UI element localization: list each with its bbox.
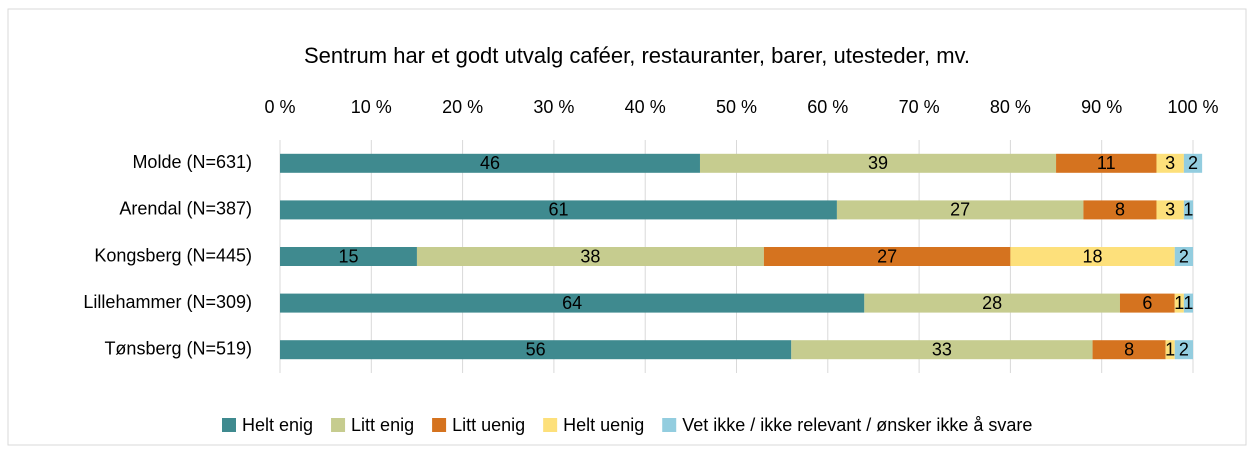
y-tick-label: Tønsberg (N=519) <box>104 338 252 358</box>
data-label: 11 <box>1097 153 1116 173</box>
bar-segment <box>416 247 764 266</box>
data-label: 27 <box>950 200 970 220</box>
data-label: 1 <box>1183 293 1193 313</box>
legend-label: Litt enig <box>351 415 414 435</box>
bar-segment <box>699 153 1057 173</box>
data-label: 28 <box>982 293 1002 313</box>
data-label: 3 <box>1165 200 1175 220</box>
bar-segment <box>791 340 1093 360</box>
bar-segment <box>1174 340 1193 360</box>
data-label: 1 <box>1165 339 1175 359</box>
legend-swatch <box>432 418 447 432</box>
data-label: 33 <box>932 339 952 359</box>
bar-segment <box>1165 340 1175 360</box>
data-label: 39 <box>868 153 888 173</box>
chart-title: Sentrum har et godt utvalg caféer, resta… <box>304 43 970 68</box>
bar-segment <box>280 293 865 313</box>
bar-segment <box>280 340 792 360</box>
bar-segment <box>1083 200 1157 220</box>
data-label: 2 <box>1188 153 1198 173</box>
bar-segment <box>280 200 837 220</box>
x-tick-label: 70 % <box>899 97 940 117</box>
x-tick-label: 50 % <box>716 97 757 117</box>
data-label: 38 <box>580 246 600 266</box>
legend-swatch <box>331 418 346 432</box>
data-label: 3 <box>1165 153 1175 173</box>
legend-label: Litt uenig <box>452 415 525 435</box>
data-label: 8 <box>1124 339 1134 359</box>
bar-segment <box>1183 153 1203 173</box>
data-label: 8 <box>1115 200 1125 220</box>
bar-segment <box>1174 293 1184 313</box>
data-label: 15 <box>338 246 358 266</box>
data-label: 2 <box>1179 246 1189 266</box>
x-tick-label: 80 % <box>990 97 1031 117</box>
bar-segment <box>1010 247 1175 266</box>
bar-segment <box>1092 340 1166 360</box>
bar-segment <box>836 200 1084 220</box>
data-label: 1 <box>1174 293 1184 313</box>
y-tick-label: Lillehammer (N=309) <box>83 292 252 312</box>
data-label: 64 <box>562 293 582 313</box>
data-label: 27 <box>877 246 897 266</box>
legend-swatch <box>662 418 677 432</box>
legend-label: Helt uenig <box>563 415 644 435</box>
bar-segment <box>1183 293 1193 313</box>
x-tick-label: 40 % <box>625 97 666 117</box>
data-label: 1 <box>1183 200 1193 220</box>
bar-segment <box>1156 153 1184 173</box>
bar-segment <box>763 247 1011 266</box>
data-label: 6 <box>1142 293 1152 313</box>
chart-frame <box>7 8 1247 446</box>
bar-segment <box>1183 200 1193 220</box>
data-label: 2 <box>1179 339 1189 359</box>
bar-segment <box>280 153 700 173</box>
bar-segment <box>280 247 417 266</box>
data-label: 18 <box>1083 246 1103 266</box>
legend-swatch <box>222 418 236 432</box>
y-tick-label: Arendal (N=387) <box>119 199 252 219</box>
bar-segment <box>1056 153 1157 173</box>
x-tick-label: 30 % <box>533 97 574 117</box>
legend-label: Helt enig <box>242 415 313 435</box>
bar-segment <box>1119 293 1175 313</box>
bar-segment <box>864 293 1120 313</box>
legend-label: Vet ikke / ikke relevant / ønsker ikke å… <box>682 415 1032 435</box>
data-label: 61 <box>548 200 568 220</box>
y-tick-label: Kongsberg (N=445) <box>94 245 252 265</box>
x-tick-label: 10 % <box>351 97 392 117</box>
x-tick-label: 60 % <box>807 97 848 117</box>
data-label: 56 <box>526 339 546 359</box>
legend-swatch <box>543 418 558 432</box>
y-tick-label: Molde (N=631) <box>132 152 252 172</box>
x-tick-label: 20 % <box>442 97 483 117</box>
x-tick-label: 100 % <box>1167 97 1218 117</box>
data-label: 46 <box>480 153 500 173</box>
x-tick-label: 90 % <box>1081 97 1122 117</box>
bar-segment <box>1156 200 1184 220</box>
bar-segment <box>1174 247 1193 266</box>
x-tick-label: 0 % <box>264 97 295 117</box>
